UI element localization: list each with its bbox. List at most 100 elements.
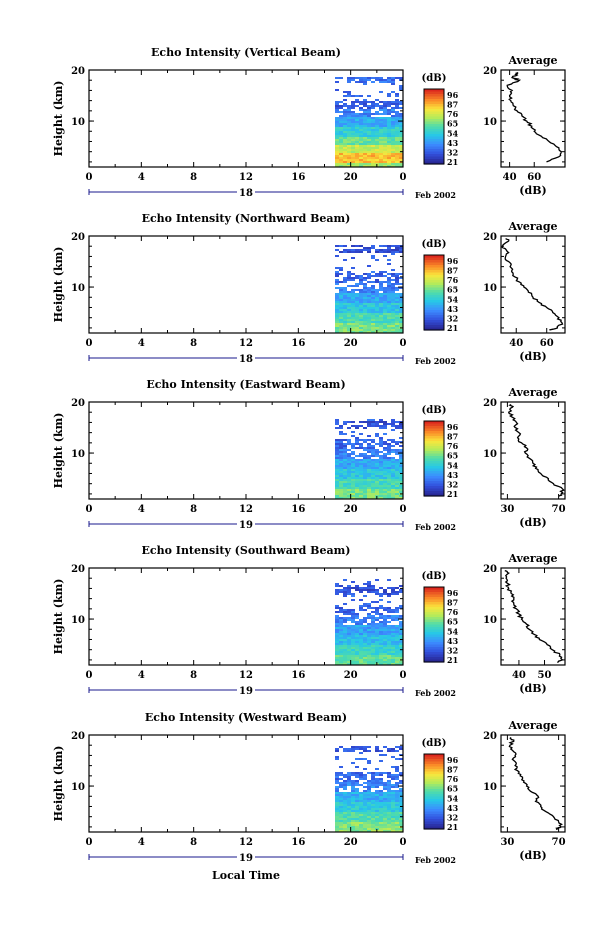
heatmap-cell	[399, 661, 403, 663]
heatmap-cell	[395, 794, 399, 796]
heatmap-cell	[339, 147, 343, 149]
heatmap-cell	[375, 822, 379, 824]
heatmap-cell	[335, 657, 339, 659]
day-label-bg	[237, 518, 255, 530]
heatmap-cell	[359, 317, 363, 319]
heatmap-cell	[379, 331, 383, 333]
heatmap-cell	[371, 297, 375, 299]
heatmap-cell	[343, 303, 347, 305]
heatmap-cell	[375, 748, 379, 750]
colorbar-segment	[424, 126, 444, 130]
heatmap-cell	[359, 293, 363, 295]
heatmap-cell	[335, 273, 339, 275]
average-axes-frame	[500, 567, 566, 666]
heatmap-cell	[351, 467, 355, 469]
heatmap-cell	[383, 794, 387, 796]
day-label-bg	[237, 352, 255, 364]
colorbar-segment	[424, 471, 444, 475]
heatmap-cell	[351, 746, 355, 748]
heatmap-cell	[371, 459, 375, 461]
x-tick-label: 0	[400, 670, 407, 681]
heatmap-cell	[351, 321, 355, 323]
colorbar-segment	[424, 300, 444, 304]
average-axes-frame	[500, 69, 566, 168]
heatmap-cell	[371, 135, 375, 137]
heatmap-cell	[383, 828, 387, 830]
heatmap-cell	[395, 421, 399, 423]
heatmap-cell	[351, 790, 355, 792]
heatmap-cell	[375, 786, 379, 788]
heatmap-cell	[383, 329, 387, 331]
heatmap-cell	[391, 323, 395, 325]
x-tick-label: 8	[190, 837, 197, 848]
heatmap-cell	[399, 463, 403, 465]
heatmap-cell	[363, 161, 367, 163]
heatmap-cell	[355, 826, 359, 828]
heatmap-cell	[387, 119, 391, 121]
heatmap-cell	[339, 649, 343, 651]
heatmap-cell	[371, 419, 375, 421]
heatmap-cell	[359, 629, 363, 631]
heatmap-cell	[371, 319, 375, 321]
heatmap-cell	[399, 133, 403, 135]
heatmap-cell	[339, 830, 343, 832]
heatmap-cell	[375, 796, 379, 798]
x-tick-label: 20	[344, 670, 358, 681]
heatmap-cell	[387, 123, 391, 125]
heatmap-cell	[339, 657, 343, 659]
heatmap-cell	[351, 121, 355, 123]
heatmap-cell	[347, 125, 351, 127]
heatmap-cell	[375, 487, 379, 489]
heatmap-cell	[399, 457, 403, 459]
heatmap-cell	[379, 319, 383, 321]
heatmap-cell	[335, 163, 339, 165]
heatmap-cell	[391, 149, 395, 151]
heatmap-cell	[391, 295, 395, 297]
heatmap-cell	[375, 313, 379, 315]
heatmap-cell	[367, 822, 371, 824]
heatmap-cell	[343, 293, 347, 295]
heatmap-cell	[391, 820, 395, 822]
heatmap-cell	[371, 798, 375, 800]
colorbar-segment	[424, 637, 444, 641]
heatmap-cell	[339, 471, 343, 473]
x-tick-label: 4	[138, 338, 145, 349]
heatmap-cell	[347, 589, 351, 591]
heatmap-cell	[359, 746, 363, 748]
heatmap-cell	[359, 149, 363, 151]
heatmap-cell	[387, 774, 391, 776]
heatmap-cell	[375, 119, 379, 121]
heatmap-cell	[375, 475, 379, 477]
heatmap-cell	[399, 115, 403, 117]
colorbar-segment	[424, 124, 444, 128]
heatmap-cell	[387, 471, 391, 473]
heatmap-cell	[367, 133, 371, 135]
heatmap-cell	[363, 768, 367, 770]
heatmap-cell	[371, 611, 375, 613]
heatmap-cell	[399, 323, 403, 325]
heatmap-cell	[339, 778, 343, 780]
heatmap-cell	[339, 155, 343, 157]
heatmap-cell	[391, 483, 395, 485]
heatmap-cell	[339, 828, 343, 830]
heatmap-cell	[375, 746, 379, 748]
heatmap-cell	[335, 633, 339, 635]
heatmap-cell	[363, 115, 367, 117]
heatmap-cell	[343, 816, 347, 818]
heatmap-cell	[339, 461, 343, 463]
heatmap-cell	[339, 621, 343, 623]
heatmap-cell	[347, 457, 351, 459]
heatmap-cell	[343, 804, 347, 806]
heatmap-cell	[379, 479, 383, 481]
heatmap-cell	[339, 635, 343, 637]
heatmap-cell	[343, 663, 347, 665]
heatmap-cell	[383, 786, 387, 788]
heatmap-cell	[375, 465, 379, 467]
heatmap-cell	[383, 659, 387, 661]
heatmap-cell	[363, 321, 367, 323]
heatmap-cell	[347, 491, 351, 493]
heatmap-cell	[339, 329, 343, 331]
heatmap-cell	[395, 647, 399, 649]
heatmap-cell	[355, 589, 359, 591]
heatmap-cell	[383, 271, 387, 273]
